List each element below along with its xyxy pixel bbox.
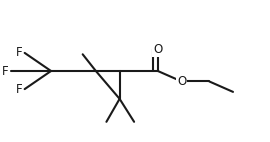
Text: F: F xyxy=(15,83,22,96)
Text: O: O xyxy=(153,43,163,56)
Text: O: O xyxy=(177,75,186,88)
Text: F: F xyxy=(2,64,9,78)
Text: F: F xyxy=(15,46,22,59)
